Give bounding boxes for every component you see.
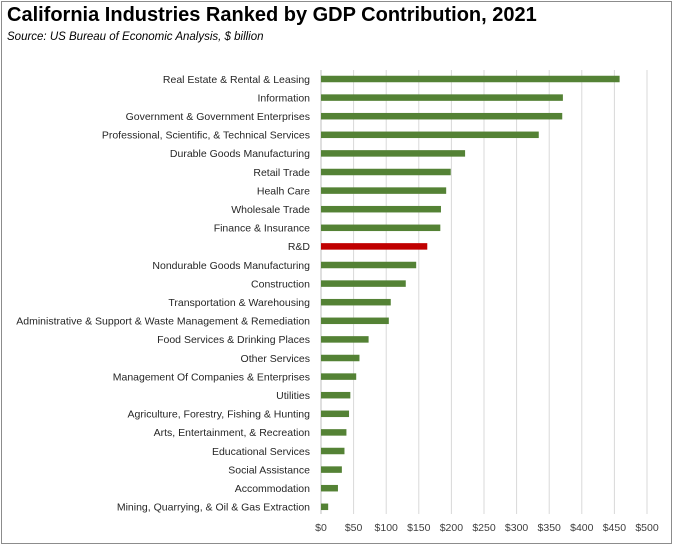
x-tick-label: $150 (407, 522, 431, 534)
category-label: Arts, Entertainment, & Recreation (154, 427, 311, 439)
bar (321, 503, 329, 511)
category-label: Food Services & Drinking Places (157, 334, 310, 346)
category-label: Durable Goods Manufacturing (170, 148, 310, 160)
category-label: Other Services (241, 353, 310, 365)
x-tick-label: $250 (472, 522, 496, 534)
category-label: Management Of Companies & Enterprises (113, 371, 310, 383)
category-label: Agriculture, Forestry, Fishing & Hunting (128, 409, 311, 421)
x-tick-labels: $0 $50 $100 $150 $200 $250 $300 $350 $400 $450 $50… (315, 522, 659, 534)
category-label: Finance & Insurance (214, 223, 310, 235)
bar (321, 336, 369, 343)
bar (321, 168, 451, 176)
x-tick-label: $100 (375, 522, 399, 534)
bar (321, 131, 539, 139)
bar (321, 354, 360, 362)
category-label: Educational Services (212, 446, 310, 458)
gridlines (320, 70, 648, 514)
category-labels: Real Estate & Rental & Leasing Informatio… (16, 74, 310, 514)
bar (321, 75, 620, 83)
bar (321, 298, 391, 306)
category-label: Administrative & Support & Waste Managem… (16, 316, 310, 328)
bar (321, 317, 389, 325)
category-label: Transportation & Warehousing (168, 297, 310, 309)
category-label: Utilities (276, 390, 310, 402)
bar (321, 280, 406, 287)
x-tick-label: $450 (603, 522, 627, 534)
category-label: Mining, Quarrying, & Oil & Gas Extractio… (117, 502, 310, 514)
bar (321, 94, 563, 101)
bar (321, 447, 345, 455)
category-label: R&D (288, 241, 311, 253)
x-tick-label: $300 (505, 522, 529, 534)
bar (321, 224, 441, 232)
bar (321, 466, 342, 473)
x-tick-label: $350 (538, 522, 562, 534)
bar-highlight (321, 243, 428, 250)
x-tick-label: $400 (570, 522, 594, 534)
bar (321, 150, 466, 157)
bar (321, 261, 417, 269)
category-label: Wholesale Trade (231, 204, 310, 216)
x-tick-label: $50 (345, 522, 363, 534)
bars (321, 75, 620, 511)
category-label: Information (257, 92, 310, 104)
category-label: Nondurable Goods Manufacturing (152, 260, 310, 272)
x-tick-label: $0 (315, 522, 327, 534)
category-label: Accommodation (235, 483, 310, 495)
chart-title: California Industries Ranked by GDP Cont… (7, 4, 537, 26)
bar (321, 112, 563, 120)
x-tick-label: $200 (440, 522, 464, 534)
chart-subtitle: Source: US Bureau of Economic Analysis, … (7, 31, 264, 43)
bar (321, 373, 357, 380)
category-label: Professional, Scientific, & Technical Se… (102, 130, 310, 142)
bar (321, 429, 347, 436)
category-label: Construction (251, 278, 310, 290)
bar (321, 205, 441, 213)
category-label: Government & Government Enterprises (126, 111, 310, 123)
category-label: Healh Care (257, 185, 310, 197)
category-label: Real Estate & Rental & Leasing (163, 74, 310, 86)
category-label: Social Assistance (228, 464, 310, 476)
bar (321, 391, 351, 399)
x-tick-label: $500 (635, 522, 659, 534)
category-label: Retail Trade (253, 167, 310, 179)
bar (321, 187, 447, 194)
bar (321, 484, 338, 492)
bar (321, 410, 350, 418)
